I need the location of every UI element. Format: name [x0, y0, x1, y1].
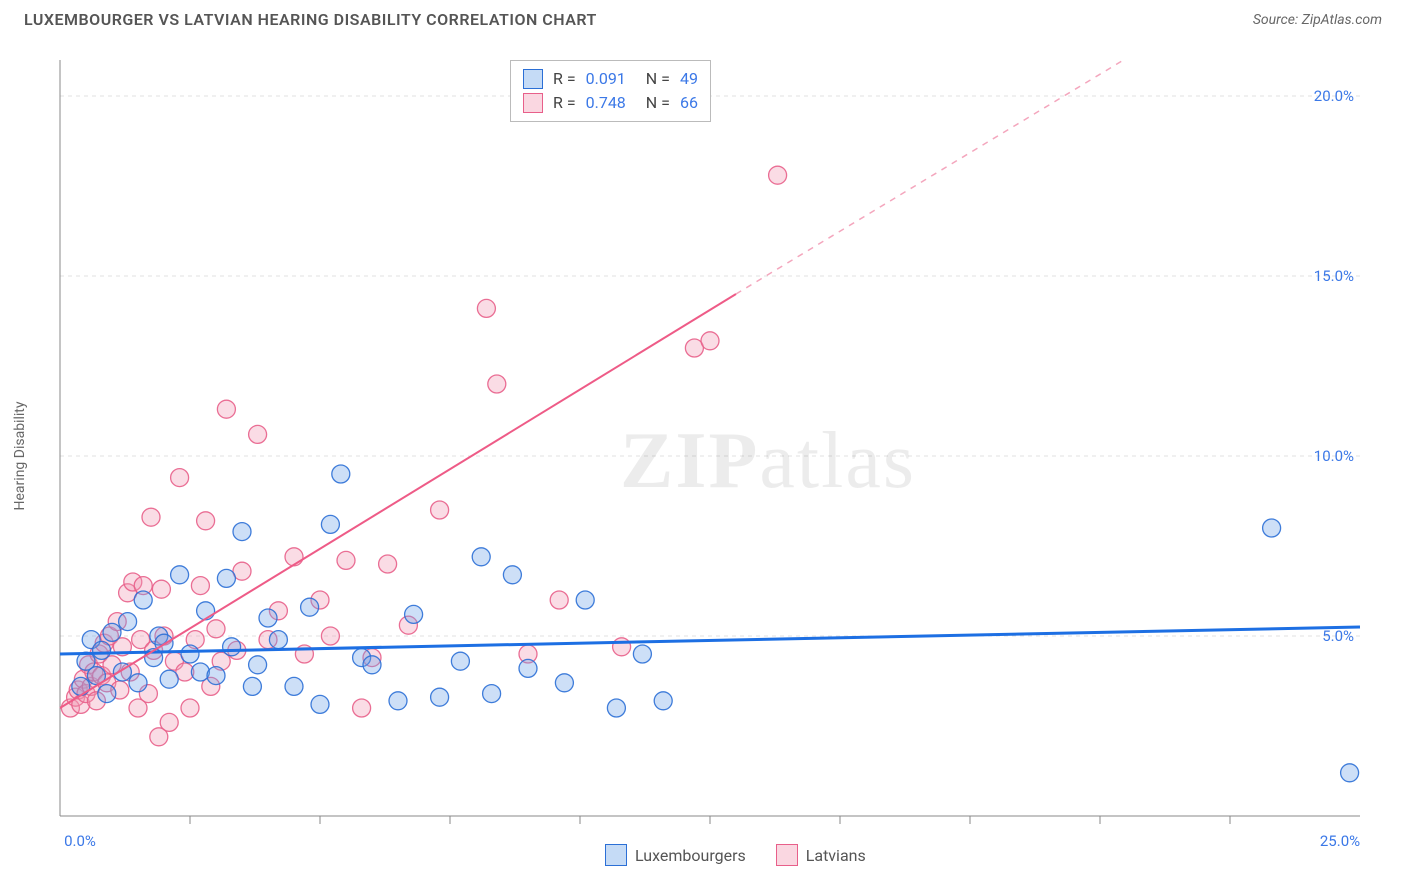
chart-header: LUXEMBOURGER VS LATVIAN HEARING DISABILI…: [0, 0, 1406, 35]
stats-row-pink: R = 0.748 N = 66: [523, 91, 698, 115]
legend-item-pink: Latvians: [776, 844, 866, 866]
y-axis-label: Hearing Disability: [12, 402, 28, 511]
svg-text:5.0%: 5.0%: [1322, 627, 1354, 645]
chart-title: LUXEMBOURGER VS LATVIAN HEARING DISABILI…: [24, 10, 597, 29]
n-value-blue: 49: [680, 67, 698, 91]
legend-swatch-pink-icon: [776, 844, 798, 866]
svg-text:10.0%: 10.0%: [1314, 447, 1354, 465]
stats-row-blue: R = 0.091 N = 49: [523, 67, 698, 91]
legend-item-blue: Luxembourgers: [605, 844, 746, 866]
legend-label-blue: Luxembourgers: [635, 846, 746, 865]
chart-area: Hearing Disability 5.0%10.0%15.0%20.0%0.…: [50, 46, 1382, 866]
legend-swatch-blue-icon: [605, 844, 627, 866]
scatter-chart: 5.0% 10.0% 15.0% 20.0% 0.0% 25.0%: [50, 46, 1382, 866]
swatch-pink-icon: [523, 93, 543, 113]
svg-text:20.0%: 20.0%: [1314, 87, 1354, 105]
chart-source: Source: ZipAtlas.com: [1253, 12, 1382, 28]
legend-label-pink: Latvians: [806, 846, 866, 865]
svg-text:0.0%: 0.0%: [64, 832, 96, 850]
r-value-pink: 0.748: [586, 91, 626, 115]
svg-text:15.0%: 15.0%: [1314, 267, 1354, 285]
series-legend: Luxembourgers Latvians: [605, 844, 866, 866]
r-value-blue: 0.091: [586, 67, 626, 91]
swatch-blue-icon: [523, 69, 543, 89]
svg-text:25.0%: 25.0%: [1320, 832, 1360, 850]
n-value-pink: 66: [680, 91, 698, 115]
correlation-stats-box: R = 0.091 N = 49 R = 0.748 N = 66: [510, 60, 711, 122]
